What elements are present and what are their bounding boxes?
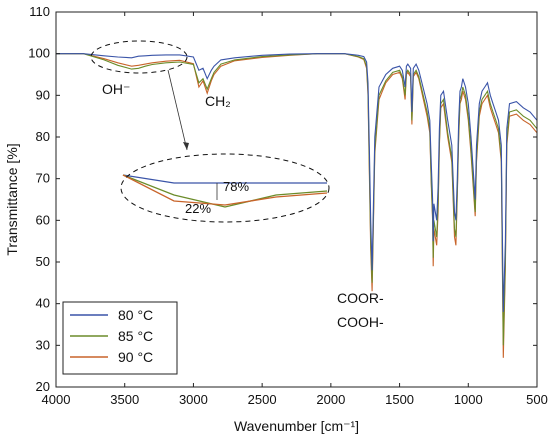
series-line-0: [56, 53, 537, 313]
x-tick-label: 3000: [179, 392, 208, 407]
legend-box: [62, 301, 178, 375]
y-tick-label: 90: [36, 87, 50, 102]
y-tick-label: 30: [36, 337, 50, 352]
x-tick-label: 2000: [316, 392, 345, 407]
inset-line-2: [122, 174, 328, 206]
y-tick-label: 70: [36, 171, 50, 186]
inset-line-0: [122, 174, 327, 184]
legend-entry: 85 °C: [118, 328, 153, 344]
x-axis-label: Wavenumber [cm⁻¹]: [234, 418, 359, 434]
y-tick-label: 50: [36, 254, 50, 269]
x-tick-label: 2500: [248, 392, 277, 407]
inset-line-1: [122, 174, 328, 208]
y-axis-label: Transmittance [%]: [4, 143, 20, 255]
y-tick-label: 80: [36, 129, 50, 144]
annotation-label: CH₂: [205, 93, 231, 109]
x-tick-label: 4000: [42, 392, 71, 407]
y-tick-label: 20: [36, 379, 50, 394]
legend-entry: 80 °C: [118, 307, 153, 323]
legend-entry: 90 °C: [118, 349, 153, 365]
inset-ellipse: [120, 153, 330, 223]
inset-label-78: 78%: [223, 179, 249, 194]
y-tick-label: 40: [36, 296, 50, 311]
annotation-label: COOH-: [337, 314, 384, 330]
inset-label-22: 22%: [185, 201, 211, 216]
y-tick-label: 110: [29, 4, 50, 19]
x-tick-label: 1000: [454, 392, 483, 407]
series-line-2: [56, 53, 537, 358]
arrow-head: [183, 142, 189, 150]
plot-frame: [55, 11, 538, 388]
y-tick-label: 100: [28, 46, 50, 61]
x-tick-label: 500: [526, 392, 548, 407]
x-tick-label: 3500: [110, 392, 139, 407]
inset-pointer-arrow: [167, 69, 188, 151]
annotation-label: COOR-: [337, 290, 384, 306]
x-tick-label: 1500: [385, 392, 414, 407]
y-tick-label: 60: [36, 212, 50, 227]
annotation-label: OH⁻: [102, 81, 130, 97]
series-line-1: [56, 53, 537, 346]
oh-ellipse: [90, 40, 188, 74]
